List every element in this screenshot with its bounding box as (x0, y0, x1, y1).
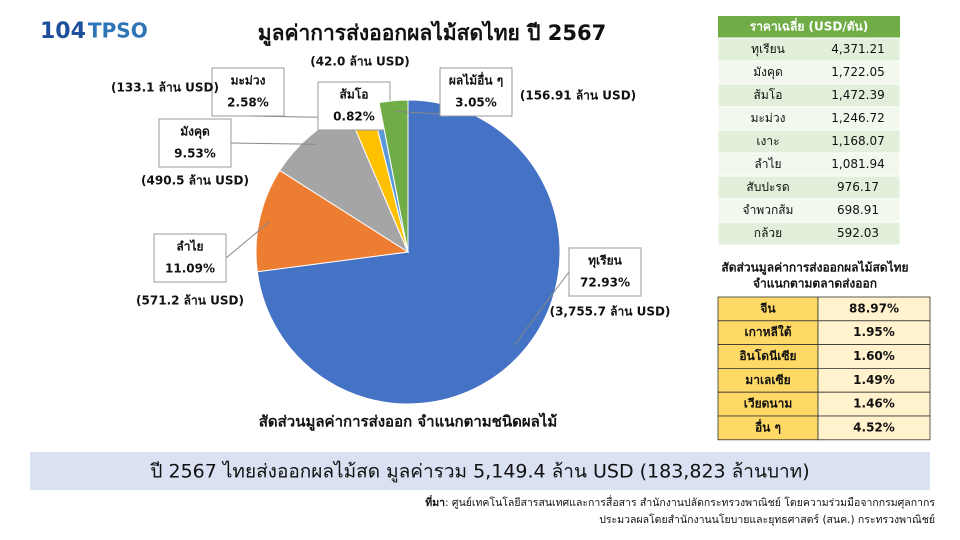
market-country: จีน (760, 301, 776, 315)
slice-percent: 3.05% (455, 96, 497, 110)
price-fruit: กล้วย (754, 226, 782, 240)
slice-name: ผลไม้อื่น ๆ (449, 72, 503, 88)
price-value: 1,722.05 (831, 65, 884, 79)
logo-text: TPSO (88, 19, 148, 43)
price-row (717, 221, 901, 246)
slice-percent: 72.93% (580, 276, 630, 290)
price-fruit: ส้มโอ (754, 88, 783, 102)
market-share: 1.49% (853, 373, 895, 387)
market-title: จำแนกตามตลาดส่งออก (753, 277, 877, 291)
slice-percent: 0.82% (333, 110, 375, 124)
market-country: เกาหลีใต้ (744, 324, 791, 339)
chart-title: มูลค่าการส่งออกผลไม้สดไทย ปี 2567 (258, 20, 607, 47)
slice-name: ส้มโอ (340, 87, 369, 102)
price-fruit: ลำไย (754, 157, 781, 171)
label-box (568, 247, 642, 297)
price-header (718, 16, 900, 38)
summary: ปี 2567 ไทยส่งออกผลไม้สด มูลค่ารวม 5,149… (150, 461, 810, 483)
price-fruit: สับปะรด (746, 180, 789, 194)
slice-amount: (490.5 ล้าน USD) (141, 174, 249, 188)
price-value: 698.91 (837, 203, 879, 217)
pie-slice (378, 99, 409, 253)
slice-amount: (3,755.7 ล้าน USD) (550, 305, 671, 319)
slice-amount: (42.0 ล้าน USD) (310, 55, 410, 69)
slice-name: ทุเรียน (588, 254, 622, 269)
leader-line (513, 271, 570, 346)
logo-number: 104 (40, 19, 86, 44)
market-country: อินโดนีเซีย (739, 348, 796, 363)
market-country: อื่น ๆ (755, 418, 781, 434)
price-title: ราคาเฉลี่ย (USD/ตัน) (750, 18, 868, 34)
price-value: 976.17 (837, 180, 879, 194)
market-share: 4.52% (853, 420, 895, 434)
market-share: 1.95% (853, 325, 895, 339)
price-value: 1,081.94 (831, 157, 884, 171)
source-line: ที่มา: ศูนย์เทคโนโลยีสารสนเทศและการสื่อส… (425, 494, 935, 509)
slice-name: มะม่วง (231, 74, 266, 88)
pie-slice (255, 169, 410, 273)
slice-percent: 2.58% (227, 96, 269, 110)
label-box (317, 81, 391, 131)
leader-line (230, 142, 317, 145)
price-fruit: ทุเรียน (751, 42, 785, 57)
price-value: 1,472.39 (831, 88, 884, 102)
slice-percent: 11.09% (165, 262, 215, 276)
slice-percent: 9.53% (174, 147, 216, 161)
source-text: : ศูนย์เทคโนโลยีสารสนเทศและการสื่อสาร สำ… (445, 495, 935, 509)
chart-subtitle: สัดส่วนมูลค่าการส่งออก จำแนกตามชนิดผลไม้ (259, 412, 557, 432)
market-country: มาเลเซีย (745, 373, 790, 387)
price-value: 4,371.21 (831, 42, 884, 56)
price-fruit: จำพวกส้ม (743, 203, 794, 217)
market-share: 88.97% (849, 301, 899, 315)
market-share: 1.46% (853, 397, 895, 411)
leader-line (225, 220, 271, 259)
price-fruit: เงาะ (756, 134, 779, 148)
label-box (153, 233, 227, 283)
label-box (158, 118, 232, 168)
label-box (439, 67, 513, 117)
source-line: ประมวลผลโดยสำนักงานนโยบายและยุทธศาสตร์ (… (599, 513, 935, 526)
slice-amount: (571.2 ล้าน USD) (136, 294, 244, 308)
source-label: ที่มา (425, 494, 445, 509)
market-country: เวียดนาม (744, 397, 793, 411)
market-title: สัดส่วนมูลค่าการส่งออกผลไม้สดไทย (721, 260, 908, 276)
market-share: 1.60% (853, 349, 895, 363)
price-value: 592.03 (837, 226, 879, 240)
price-fruit: มะม่วง (751, 111, 786, 125)
market-cell (817, 415, 931, 441)
summary-banner (30, 452, 930, 490)
price-value: 1,168.07 (831, 134, 884, 148)
slice-amount: (156.91 ล้าน USD) (520, 89, 636, 103)
slice-name: มังคุด (180, 125, 210, 140)
price-value: 1,246.72 (831, 111, 884, 125)
slice-name: ลำไย (176, 239, 203, 254)
label-box (211, 67, 285, 117)
price-fruit: มังคุด (753, 65, 783, 80)
slice-amount: (133.1 ล้าน USD) (111, 81, 219, 95)
